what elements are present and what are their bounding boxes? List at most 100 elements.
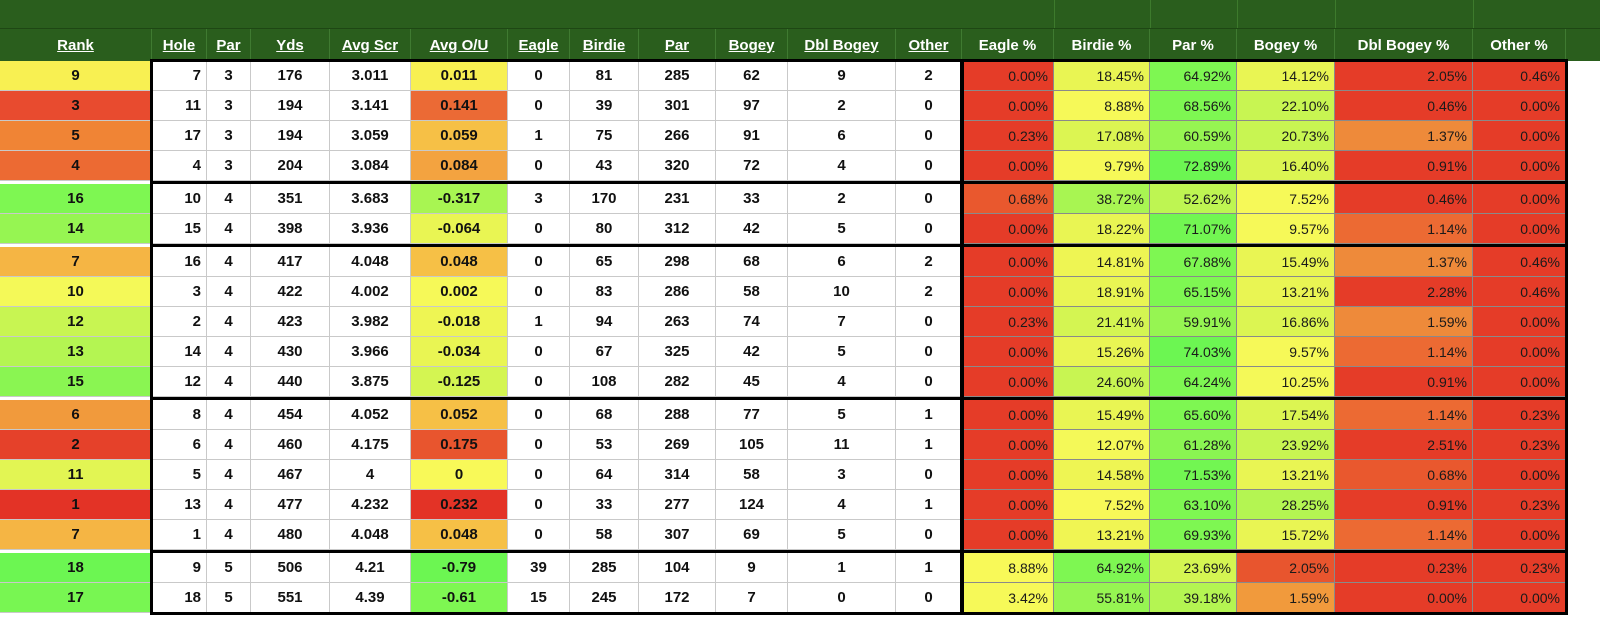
cell-rank[interactable]: 17 <box>0 583 152 613</box>
cell-avg-score[interactable]: 4.175 <box>330 430 411 460</box>
cell-dbl-bogey-count[interactable]: 5 <box>788 400 896 430</box>
cell-hole[interactable]: 14 <box>152 337 207 367</box>
cell-avg-over-under[interactable]: 0.059 <box>411 121 508 151</box>
column-header-birdie-count[interactable]: Birdie <box>570 29 639 61</box>
cell-birdie-pct[interactable]: 13.21% <box>1054 520 1150 550</box>
cell-bogey-count[interactable]: 91 <box>716 121 788 151</box>
cell-avg-over-under[interactable]: 0.048 <box>411 520 508 550</box>
cell-rank[interactable]: 16 <box>0 184 152 214</box>
cell-hole[interactable]: 16 <box>152 247 207 277</box>
cell-rank[interactable]: 14 <box>0 214 152 244</box>
cell-par-pct[interactable]: 69.93% <box>1150 520 1237 550</box>
cell-other-pct[interactable]: 0.00% <box>1473 184 1566 214</box>
cell-par-pct[interactable]: 71.53% <box>1150 460 1237 490</box>
cell-par[interactable]: 3 <box>207 91 251 121</box>
cell-birdie-pct[interactable]: 38.72% <box>1054 184 1150 214</box>
cell-eagle-count[interactable]: 0 <box>508 400 570 430</box>
cell-avg-score[interactable]: 3.875 <box>330 367 411 397</box>
cell-par-count[interactable]: 172 <box>639 583 716 613</box>
cell-par-pct[interactable]: 60.59% <box>1150 121 1237 151</box>
cell-par[interactable]: 4 <box>207 430 251 460</box>
cell-par-count[interactable]: 288 <box>639 400 716 430</box>
cell-other-pct[interactable]: 0.23% <box>1473 400 1566 430</box>
cell-dbl-bogey-pct[interactable]: 0.91% <box>1335 151 1473 181</box>
column-header-par[interactable]: Par <box>207 29 251 61</box>
cell-other-count[interactable]: 0 <box>896 337 962 367</box>
cell-rank[interactable]: 15 <box>0 367 152 397</box>
cell-dbl-bogey-pct[interactable]: 2.51% <box>1335 430 1473 460</box>
cell-par-pct[interactable]: 23.69% <box>1150 553 1237 583</box>
cell-eagle-pct[interactable]: 0.00% <box>962 151 1054 181</box>
cell-eagle-count[interactable]: 0 <box>508 490 570 520</box>
cell-birdie-pct[interactable]: 55.81% <box>1054 583 1150 613</box>
cell-birdie-count[interactable]: 68 <box>570 400 639 430</box>
cell-bogey-pct[interactable]: 23.92% <box>1237 430 1335 460</box>
cell-par[interactable]: 4 <box>207 520 251 550</box>
cell-bogey-count[interactable]: 58 <box>716 277 788 307</box>
cell-avg-score[interactable]: 4.052 <box>330 400 411 430</box>
cell-eagle-count[interactable]: 0 <box>508 151 570 181</box>
cell-eagle-count[interactable]: 0 <box>508 247 570 277</box>
cell-eagle-count[interactable]: 0 <box>508 337 570 367</box>
cell-bogey-pct[interactable]: 20.73% <box>1237 121 1335 151</box>
cell-hole[interactable]: 6 <box>152 430 207 460</box>
cell-dbl-bogey-count[interactable]: 10 <box>788 277 896 307</box>
cell-other-pct[interactable]: 0.23% <box>1473 490 1566 520</box>
cell-yards[interactable]: 423 <box>251 307 330 337</box>
cell-avg-over-under[interactable]: 0.011 <box>411 61 508 91</box>
cell-eagle-pct[interactable]: 0.00% <box>962 277 1054 307</box>
cell-birdie-count[interactable]: 65 <box>570 247 639 277</box>
cell-avg-score[interactable]: 3.966 <box>330 337 411 367</box>
cell-eagle-pct[interactable]: 0.00% <box>962 91 1054 121</box>
cell-dbl-bogey-pct[interactable]: 0.00% <box>1335 583 1473 613</box>
cell-bogey-count[interactable]: 62 <box>716 61 788 91</box>
cell-hole[interactable]: 13 <box>152 490 207 520</box>
cell-birdie-count[interactable]: 58 <box>570 520 639 550</box>
cell-birdie-count[interactable]: 81 <box>570 61 639 91</box>
cell-par-pct[interactable]: 72.89% <box>1150 151 1237 181</box>
cell-dbl-bogey-pct[interactable]: 0.91% <box>1335 367 1473 397</box>
cell-hole[interactable]: 2 <box>152 307 207 337</box>
cell-avg-over-under[interactable]: 0.141 <box>411 91 508 121</box>
cell-par-count[interactable]: 263 <box>639 307 716 337</box>
cell-dbl-bogey-count[interactable]: 4 <box>788 490 896 520</box>
cell-other-pct[interactable]: 0.46% <box>1473 247 1566 277</box>
cell-bogey-count[interactable]: 72 <box>716 151 788 181</box>
cell-par-pct[interactable]: 64.24% <box>1150 367 1237 397</box>
cell-par[interactable]: 4 <box>207 247 251 277</box>
cell-yards[interactable]: 467 <box>251 460 330 490</box>
cell-par-pct[interactable]: 74.03% <box>1150 337 1237 367</box>
cell-par[interactable]: 4 <box>207 367 251 397</box>
cell-bogey-count[interactable]: 105 <box>716 430 788 460</box>
cell-bogey-pct[interactable]: 28.25% <box>1237 490 1335 520</box>
cell-rank[interactable]: 13 <box>0 337 152 367</box>
cell-par[interactable]: 3 <box>207 121 251 151</box>
cell-birdie-pct[interactable]: 18.45% <box>1054 61 1150 91</box>
column-header-eagle-count[interactable]: Eagle <box>508 29 570 61</box>
cell-bogey-pct[interactable]: 14.12% <box>1237 61 1335 91</box>
cell-par-count[interactable]: 312 <box>639 214 716 244</box>
cell-yards[interactable]: 506 <box>251 553 330 583</box>
cell-other-pct[interactable]: 0.23% <box>1473 430 1566 460</box>
cell-eagle-pct[interactable]: 0.23% <box>962 307 1054 337</box>
cell-eagle-pct[interactable]: 0.00% <box>962 367 1054 397</box>
cell-avg-over-under[interactable]: -0.064 <box>411 214 508 244</box>
cell-par-count[interactable]: 286 <box>639 277 716 307</box>
cell-birdie-count[interactable]: 53 <box>570 430 639 460</box>
cell-avg-score[interactable]: 3.683 <box>330 184 411 214</box>
cell-avg-score[interactable]: 3.059 <box>330 121 411 151</box>
cell-yards[interactable]: 460 <box>251 430 330 460</box>
cell-birdie-count[interactable]: 170 <box>570 184 639 214</box>
cell-rank[interactable]: 2 <box>0 430 152 460</box>
cell-eagle-pct[interactable]: 0.68% <box>962 184 1054 214</box>
cell-birdie-count[interactable]: 245 <box>570 583 639 613</box>
cell-par[interactable]: 4 <box>207 460 251 490</box>
cell-bogey-count[interactable]: 74 <box>716 307 788 337</box>
cell-hole[interactable]: 15 <box>152 214 207 244</box>
cell-eagle-pct[interactable]: 0.00% <box>962 247 1054 277</box>
cell-par-count[interactable]: 314 <box>639 460 716 490</box>
cell-eagle-count[interactable]: 1 <box>508 121 570 151</box>
cell-hole[interactable]: 10 <box>152 184 207 214</box>
cell-avg-over-under[interactable]: -0.79 <box>411 553 508 583</box>
cell-hole[interactable]: 4 <box>152 151 207 181</box>
